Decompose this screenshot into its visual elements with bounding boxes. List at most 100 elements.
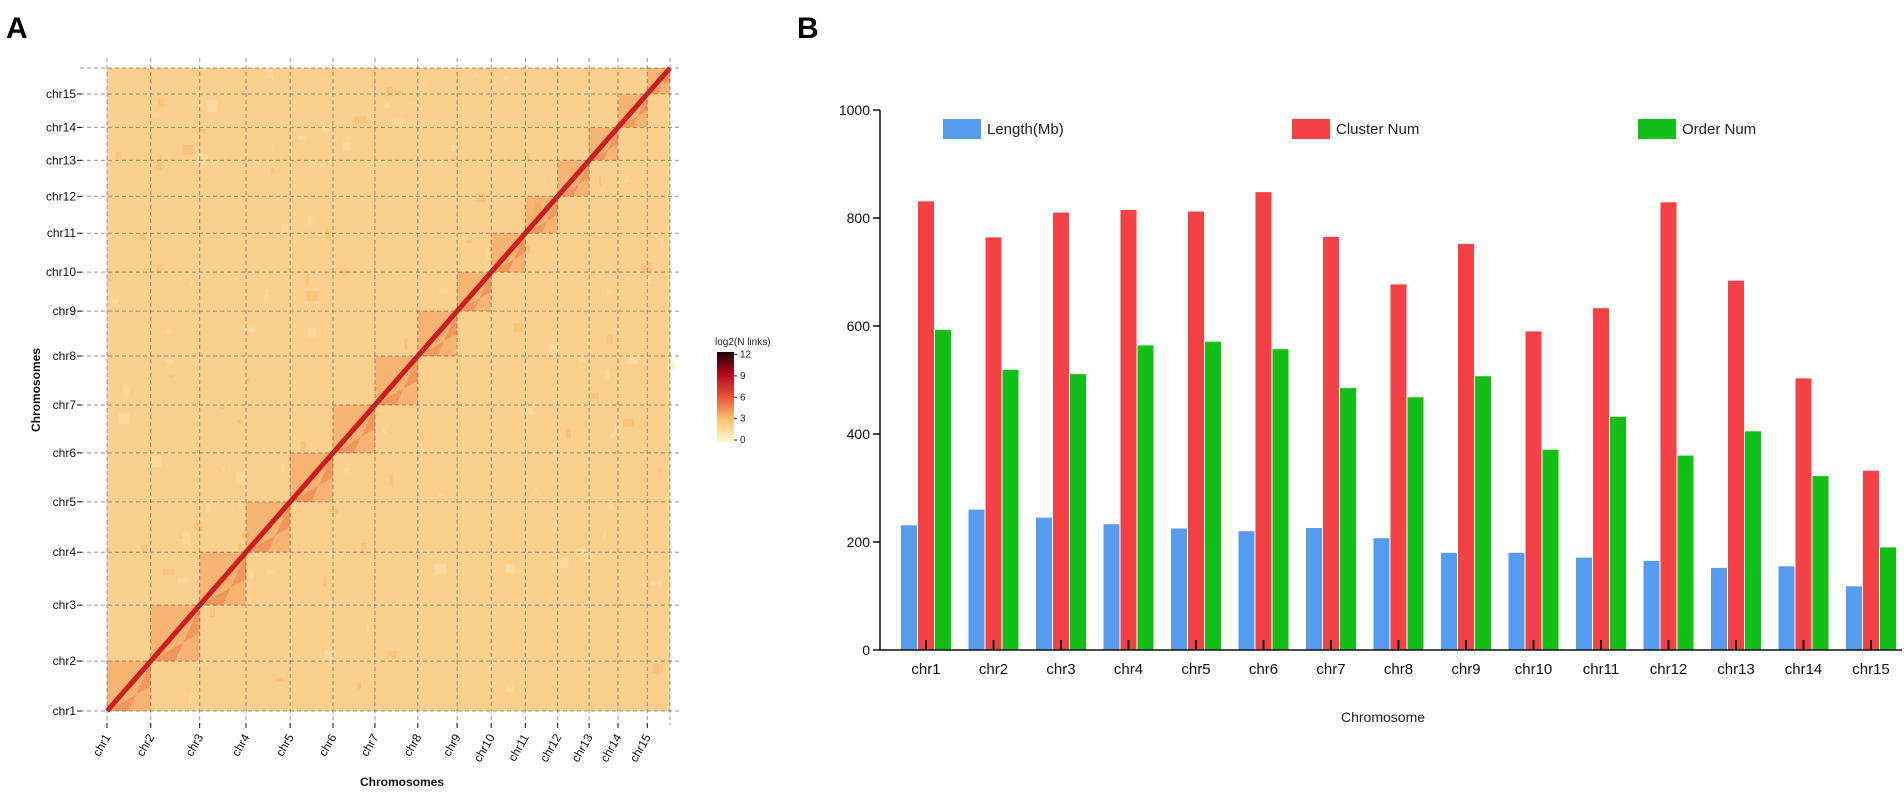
bar-order-num-chr4 [1137, 345, 1154, 650]
bar-cluster-num-chr3 [1053, 212, 1069, 650]
colorbar-title: log2(N links) [715, 337, 771, 348]
heatmap-xtick-chr12: chr12 [537, 731, 564, 764]
colorbar-tick-6: 6 [740, 392, 746, 403]
heatmap-xtick-chr9: chr9 [440, 731, 464, 758]
bar-xtick-chr9: chr9 [1451, 661, 1480, 678]
bar-ytick-1000: 1000 [839, 102, 870, 118]
bar-length-mb--chr12 [1643, 560, 1660, 650]
heatmap-xtick-chr10: chr10 [471, 731, 498, 764]
colorbar-tick-3: 3 [740, 414, 746, 425]
heatmap-gridlines [80, 58, 680, 725]
bar-chart-bars [901, 192, 1896, 651]
bar-cluster-num-chr10 [1525, 331, 1542, 650]
bar-cluster-num-chr15 [1863, 470, 1879, 650]
heatmap-x-axis-title: Chromosomes [360, 775, 444, 789]
bar-length-mb--chr1 [901, 525, 917, 650]
bar-x-axis-title: Chromosome [1341, 709, 1425, 725]
bar-xtick-chr15: chr15 [1852, 661, 1890, 678]
heatmap-ytick-chr15: chr15 [46, 87, 76, 101]
bar-xtick-chr5: chr5 [1181, 661, 1210, 678]
bar-length-mb--chr14 [1778, 566, 1795, 650]
bar-order-num-chr1 [935, 329, 951, 650]
bar-order-num-chr6 [1272, 349, 1289, 650]
legend-swatch-length-mb- [943, 119, 981, 139]
legend-swatch-cluster-num [1292, 119, 1330, 139]
bar-order-num-chr13 [1745, 431, 1761, 650]
colorbar: log2(N links) 12 9 6 3 0 [715, 337, 771, 446]
bar-ytick-400: 400 [847, 426, 871, 442]
bar-cluster-num-chr6 [1255, 192, 1272, 650]
heatmap-ytick-chr14: chr14 [46, 120, 76, 134]
heatmap-y-ticks: chr1 chr2 chr3 chr4 chr5 chr6 chr7 chr8 chr9 chr1… [46, 87, 82, 718]
bar-xtick-chr1: chr1 [911, 661, 940, 678]
heatmap-block-core-chr11 [525, 196, 558, 234]
heatmap-ytick-chr2: chr2 [53, 654, 77, 668]
heatmap-xtick-chr1: chr1 [90, 731, 114, 758]
bar-xtick-chr14: chr14 [1785, 661, 1823, 678]
panel-b-label: B [797, 12, 819, 45]
bar-xtick-chr12: chr12 [1650, 661, 1688, 678]
heatmap-xtick-chr2: chr2 [134, 731, 158, 758]
heatmap-xtick-chr8: chr8 [401, 731, 425, 758]
bar-xtick-chr8: chr8 [1384, 661, 1413, 678]
heatmap-ytick-chr3: chr3 [53, 598, 77, 612]
colorbar-tick-9: 9 [740, 371, 746, 382]
hic-heatmap-panel: chr1 chr2 chr3 chr4 chr5 chr6 chr7 chr8 chr9 chr1… [29, 58, 771, 789]
bar-order-num-chr12 [1677, 455, 1694, 650]
heatmap-xtick-chr14: chr14 [597, 731, 624, 764]
panel-a-label: A [6, 12, 28, 45]
bar-xtick-chr6: chr6 [1249, 661, 1278, 678]
legend-swatch-order-num [1638, 119, 1676, 139]
heatmap-x-ticks: chr1 chr2 chr3 chr4 chr5 chr6 chr7 chr8 chr9 chr1… [90, 723, 654, 765]
heatmap-ytick-chr7: chr7 [53, 398, 77, 412]
heatmap-block-core-chr9 [457, 272, 492, 312]
bar-length-mb--chr15 [1846, 586, 1862, 650]
heatmap-ytick-chr1: chr1 [53, 704, 77, 718]
heatmap-ytick-chr13: chr13 [46, 153, 76, 167]
heatmap-block-core-chr12 [557, 160, 590, 197]
heatmap-block-core-chr4 [246, 501, 291, 553]
heatmap-xtick-chr5: chr5 [273, 731, 297, 758]
heatmap-y-axis-title: Chromosomes [29, 348, 43, 432]
bar-xtick-chr4: chr4 [1114, 661, 1143, 678]
heatmap-xtick-chr6: chr6 [316, 731, 340, 758]
bar-xtick-chr10: chr10 [1515, 661, 1553, 678]
heatmap-ytick-chr6: chr6 [53, 446, 77, 460]
bar-order-num-chr15 [1880, 547, 1896, 650]
heatmap-block-core-chr7 [374, 356, 418, 405]
bar-length-mb--chr13 [1711, 567, 1727, 650]
bar-length-mb--chr4 [1103, 524, 1120, 650]
bar-order-num-chr5 [1205, 341, 1221, 650]
bar-cluster-num-chr13 [1728, 280, 1744, 650]
bar-x-ticks: chr1 chr2 chr3 chr4 chr5 chr6 chr7 chr8 chr9 chr1… [911, 640, 1890, 678]
heatmap-block-core-chr15 [647, 68, 670, 94]
bar-ytick-200: 200 [847, 534, 871, 550]
bar-length-mb--chr11 [1576, 557, 1592, 650]
heatmap-block-core-chr1 [107, 661, 151, 711]
heatmap-xtick-chr11: chr11 [505, 731, 532, 764]
bar-cluster-num-chr4 [1120, 209, 1137, 650]
heatmap-block-core-chr2 [150, 605, 200, 662]
heatmap-xtick-chr15: chr15 [627, 731, 654, 764]
bar-cluster-num-chr11 [1593, 308, 1609, 650]
bar-ytick-0: 0 [862, 642, 870, 658]
heatmap-block-core-chr13 [589, 127, 618, 161]
heatmap-ytick-chr4: chr4 [53, 545, 77, 559]
colorbar-gradient [717, 352, 734, 442]
bar-order-num-chr14 [1812, 476, 1829, 650]
bar-order-num-chr3 [1070, 374, 1086, 650]
bar-length-mb--chr2 [968, 509, 985, 650]
heatmap-block-core-chr10 [491, 233, 526, 273]
bar-y-ticks: 0 200 400 600 800 1000 [839, 102, 880, 658]
bar-ytick-600: 600 [847, 318, 871, 334]
heatmap-xtick-chr4: chr4 [229, 731, 253, 758]
bar-cluster-num-chr1 [918, 201, 934, 651]
bar-xtick-chr13: chr13 [1717, 661, 1755, 678]
bar-order-num-chr9 [1475, 376, 1491, 650]
legend-label-length-mb-: Length(Mb) [987, 121, 1064, 138]
bar-order-num-chr10 [1542, 449, 1559, 650]
bar-order-num-chr2 [1002, 369, 1019, 650]
bar-length-mb--chr6 [1238, 531, 1255, 650]
